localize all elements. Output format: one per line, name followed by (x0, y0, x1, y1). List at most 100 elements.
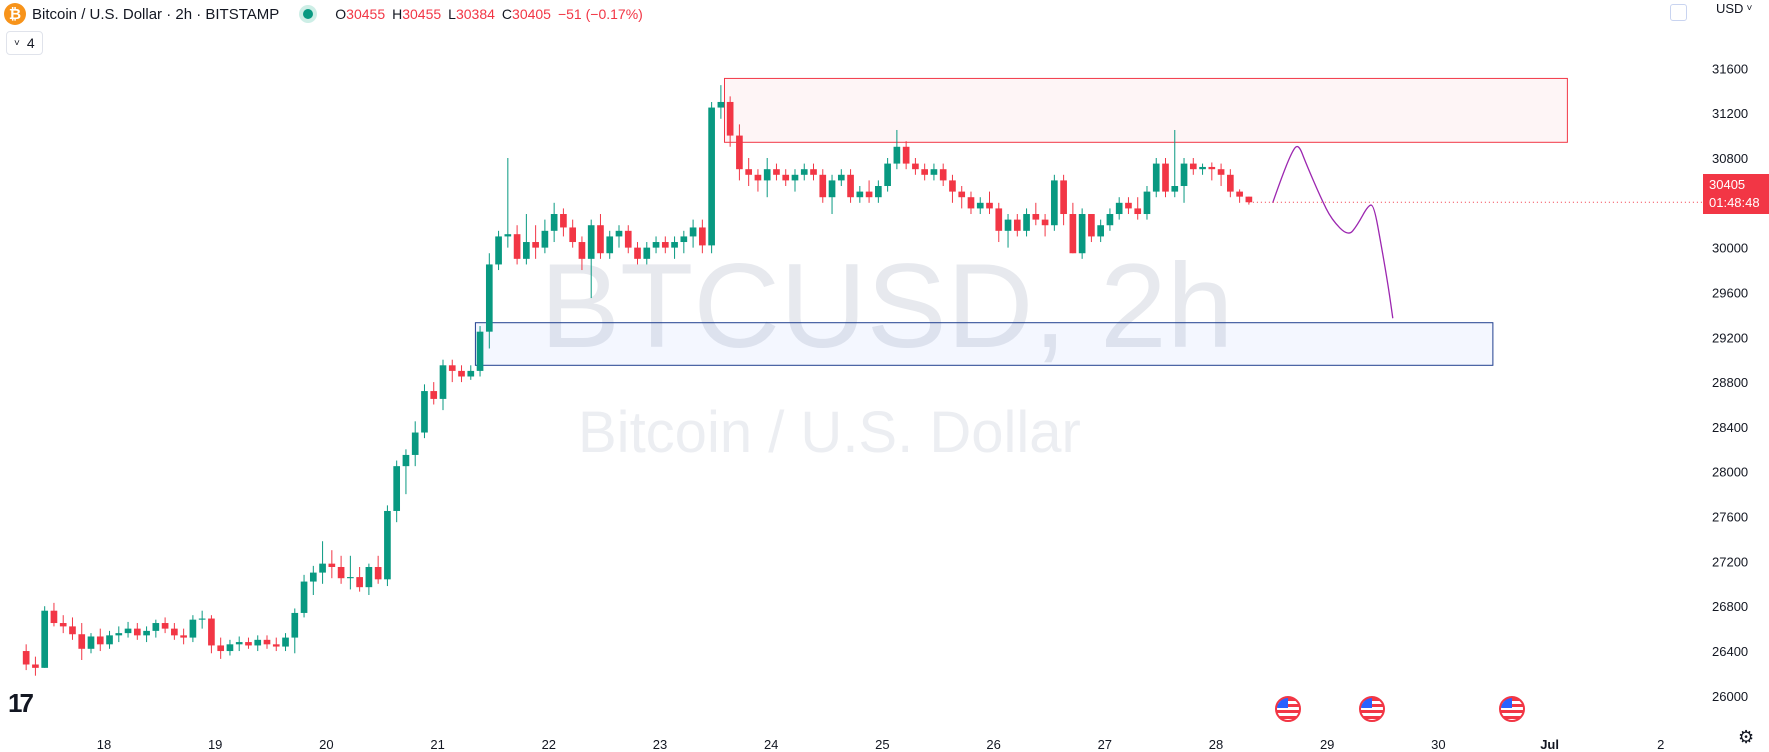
candle-body (161, 623, 169, 629)
candle (1041, 214, 1049, 237)
candle-body (1208, 166, 1216, 170)
candle (402, 449, 410, 495)
candle (411, 421, 419, 467)
symbol-title[interactable]: Bitcoin / U.S. Dollar · 2h · BITSTAMP (32, 5, 280, 23)
candle (458, 365, 465, 383)
us-flag-icon[interactable] (1359, 696, 1385, 722)
candle-body (597, 225, 604, 254)
candle-body (680, 236, 688, 243)
us-flag-icon[interactable] (1275, 696, 1301, 722)
low-label: L (448, 6, 456, 22)
indicators-count: 4 (26, 35, 35, 51)
time-tick-label: 26 (986, 737, 1000, 752)
candle-body (689, 227, 697, 237)
candle-body (1115, 202, 1123, 215)
candle-body (32, 664, 39, 668)
candle-body (1106, 214, 1114, 226)
candle-body (958, 191, 966, 198)
candle (624, 225, 632, 254)
candle (1152, 157, 1160, 198)
candle (782, 169, 790, 187)
candle (282, 633, 289, 652)
candle-body (1143, 191, 1151, 215)
candle (1162, 157, 1169, 198)
chevron-down-icon: ˅ (14, 37, 20, 49)
candle-body (902, 146, 910, 164)
price-axis[interactable]: 26000 26400 26800 27200 27600 28000 28400 28800… (1712, 61, 1748, 704)
candle (754, 169, 762, 192)
candle (967, 191, 975, 215)
projection-path (1272, 145, 1394, 319)
watermark-symbol: BTCUSD, 2h (540, 239, 1234, 373)
time-tick-label: 18 (97, 737, 111, 752)
candle (143, 626, 150, 643)
time-axis[interactable]: 18 19 20 21 22 23 24 25 26 27 28 29 30 Jul 2 (97, 737, 1665, 752)
candle (680, 230, 688, 254)
candle-body (1097, 225, 1104, 237)
currency-selector[interactable]: USD ˅ (1716, 1, 1752, 16)
candle (69, 617, 76, 640)
us-flag-icon[interactable] (1499, 696, 1525, 722)
candle-body (106, 635, 113, 645)
candle-body (939, 169, 947, 181)
candle (504, 157, 512, 248)
maximize-icon[interactable] (1670, 4, 1687, 21)
indicators-toggle-button[interactable]: ˅ 4 (6, 31, 43, 55)
candle (226, 639, 234, 656)
candle (875, 180, 882, 203)
resistance-zone (723, 77, 1568, 143)
candle (541, 219, 549, 254)
candle (1189, 157, 1197, 175)
candle-body (782, 174, 790, 181)
candle (532, 225, 539, 259)
candle-body (430, 391, 438, 399)
candle-body (1125, 202, 1132, 209)
candle-body (578, 242, 586, 259)
candle (106, 630, 113, 649)
candle (1097, 219, 1104, 243)
candle-body (448, 365, 456, 371)
candle (837, 169, 845, 187)
tradingview-logo-icon[interactable]: 17 (8, 688, 34, 718)
candle-body (485, 264, 493, 332)
candle (337, 555, 345, 584)
candle-body (245, 642, 252, 646)
time-tick-label: 24 (764, 737, 778, 752)
candle-body (263, 639, 271, 645)
candle-body (949, 180, 956, 192)
candle (939, 163, 947, 187)
low-value: 30384 (455, 6, 495, 22)
time-tick-label: 27 (1098, 737, 1112, 752)
candle-body (773, 169, 780, 175)
candle-body (235, 642, 243, 645)
candle-body (458, 370, 465, 377)
candle (421, 384, 428, 439)
bitcoin-icon[interactable]: ₿ (4, 3, 26, 25)
candle (356, 566, 363, 592)
candle (560, 208, 567, 237)
candle (208, 615, 215, 654)
candle-body (337, 566, 345, 579)
market-status-icon[interactable] (303, 9, 314, 19)
settings-icon[interactable]: ⚙ (1738, 727, 1755, 747)
candle-body (374, 566, 382, 580)
price-tick-label: 28000 (1712, 465, 1748, 480)
candle-body (309, 572, 317, 582)
candle-body (59, 623, 67, 627)
candle (1125, 197, 1132, 215)
candle-body (328, 563, 336, 567)
candle-body (1245, 196, 1253, 203)
open-label: O (335, 6, 347, 22)
candle-body (791, 174, 799, 181)
candle-body (1236, 191, 1243, 197)
candle-body (198, 618, 206, 620)
drawing-layer (1248, 145, 1703, 319)
zones-layer (474, 77, 1568, 366)
candle (115, 626, 123, 643)
candle-body (319, 563, 326, 573)
candle (1217, 163, 1225, 187)
candle-body (624, 230, 632, 248)
time-tick-label: 28 (1209, 737, 1223, 752)
candle (41, 606, 49, 668)
